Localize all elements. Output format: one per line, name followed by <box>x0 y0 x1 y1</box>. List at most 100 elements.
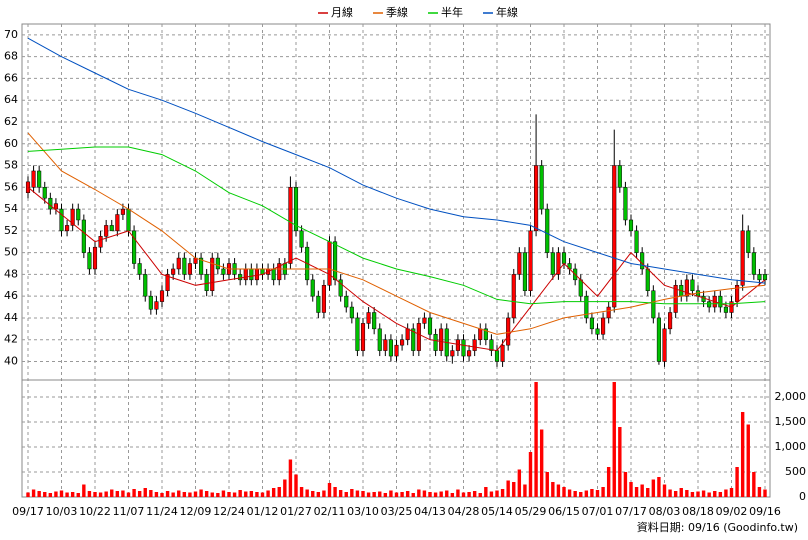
x-tick-label: 12/24 <box>213 505 245 518</box>
candle-body <box>92 246 98 270</box>
volume-bar <box>277 487 281 497</box>
candle-body <box>42 187 47 199</box>
candle-body <box>165 274 170 291</box>
volume-bar <box>512 482 516 497</box>
volume-bar <box>489 491 494 497</box>
x-tick-label: 04/13 <box>414 505 446 518</box>
candle-body <box>316 295 321 313</box>
volume-bar <box>126 492 131 497</box>
volume-bar <box>199 489 203 497</box>
volume-bar <box>171 492 175 497</box>
candle-body <box>372 312 377 330</box>
candle-body <box>606 306 611 319</box>
candle-body <box>411 328 416 351</box>
volume-bar <box>338 490 343 497</box>
candle-body <box>539 165 544 210</box>
candle-body <box>718 295 723 308</box>
candle-body <box>433 334 438 351</box>
x-tick-label: 10/22 <box>79 505 111 518</box>
y-tick-label: 64 <box>4 93 18 106</box>
volume-bar <box>528 452 533 497</box>
volume-bar <box>121 490 125 497</box>
legend-label: 月線 <box>331 5 353 19</box>
candle-body <box>651 290 656 319</box>
candle-body <box>271 268 276 281</box>
volume-bar <box>662 484 667 497</box>
candle-body <box>623 187 628 221</box>
volume-bar <box>271 488 276 497</box>
candle-body <box>293 187 299 232</box>
candle-body <box>338 279 343 297</box>
candle-body <box>584 295 589 319</box>
volume-bar <box>87 491 92 497</box>
volume-bar <box>545 472 549 497</box>
volume-bar <box>450 493 455 497</box>
y-tick-label: 58 <box>4 159 18 172</box>
volume-bar <box>595 490 600 497</box>
volume-bar <box>472 491 477 497</box>
volume-bar <box>115 491 120 497</box>
volume-bar <box>539 429 544 497</box>
candle-body <box>735 285 740 302</box>
volume-bar <box>746 424 750 497</box>
volume-bar <box>182 492 187 497</box>
volume-bar <box>673 491 678 497</box>
volume-bar <box>43 492 47 497</box>
volume-bar <box>327 483 332 497</box>
candle-body <box>628 219 634 232</box>
volume-bar <box>227 492 231 497</box>
legend-label: 半年 <box>441 5 463 19</box>
volume-bar <box>517 469 522 497</box>
x-tick-label: 10/03 <box>46 505 78 518</box>
volume-bar <box>696 491 700 497</box>
volume-bar <box>590 489 594 497</box>
candle-body <box>494 350 500 362</box>
candle-body <box>159 290 165 302</box>
y-tick-label: 46 <box>4 289 18 302</box>
volume-bar <box>322 490 326 497</box>
y-tick-label: 60 <box>4 137 18 150</box>
volume-bar <box>299 487 304 497</box>
candle-body <box>109 225 114 232</box>
volume-bar <box>400 492 404 497</box>
y-tick-label: 42 <box>4 333 18 346</box>
legend-label: 季線 <box>386 5 408 19</box>
x-tick-label: 03/10 <box>347 505 379 518</box>
volume-bar <box>573 491 577 497</box>
volume-bar <box>735 467 739 497</box>
candle-body <box>366 312 371 324</box>
volume-bar <box>584 490 589 497</box>
candle-body <box>740 230 745 286</box>
candle-body <box>746 230 751 253</box>
candle-body <box>612 165 617 308</box>
volume-bar <box>484 487 488 497</box>
candle-body <box>751 252 756 275</box>
volume-bar <box>495 490 499 497</box>
volume-bar <box>428 492 432 497</box>
volume-bar <box>26 492 30 497</box>
candle-body <box>355 317 360 351</box>
candle-body <box>483 328 488 340</box>
volume-bar <box>37 491 41 497</box>
x-tick-label: 06/15 <box>548 505 580 518</box>
candle-body <box>310 279 315 297</box>
volume-bar <box>350 489 354 497</box>
candle-body <box>506 317 511 346</box>
volume-bar <box>59 490 64 497</box>
candle-body <box>545 208 550 253</box>
volume-bar <box>534 382 538 497</box>
x-tick-label: 11/24 <box>146 505 178 518</box>
volume-bar <box>467 492 471 497</box>
volume-bar <box>210 492 214 497</box>
volume-bar <box>82 484 86 497</box>
candle-body <box>684 279 689 297</box>
volume-bar <box>193 491 198 497</box>
candle-body <box>439 328 444 351</box>
candle-body <box>757 274 762 281</box>
candle-body <box>422 317 427 324</box>
x-tick-label: 09/17 <box>12 505 44 518</box>
y2-tick-label: 0 <box>799 490 806 503</box>
volume-bar <box>255 492 259 497</box>
y-tick-label: 50 <box>4 246 18 259</box>
y2-tick-label: 1,500 <box>775 415 807 428</box>
